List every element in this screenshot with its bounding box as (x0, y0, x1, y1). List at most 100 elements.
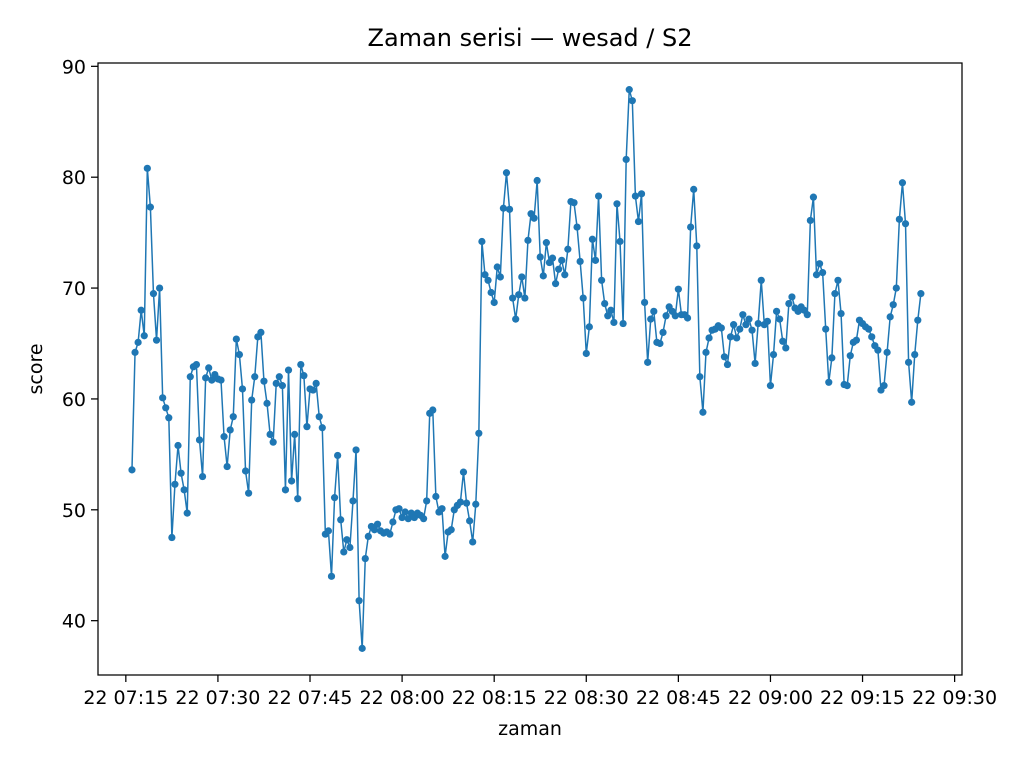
data-point (330, 494, 339, 502)
data-point (585, 323, 593, 331)
data-point (628, 97, 636, 105)
data-point (278, 382, 286, 390)
data-point (324, 527, 333, 535)
x-tick-label: 22 08:45 (636, 687, 721, 709)
data-point (395, 505, 403, 513)
data-point (487, 288, 495, 297)
data-point (315, 413, 323, 421)
data-point (281, 486, 290, 494)
data-point (502, 169, 511, 177)
data-point (208, 376, 216, 384)
data-point (683, 314, 692, 322)
data-point (536, 253, 544, 261)
data-point (499, 204, 507, 212)
data-point (763, 317, 771, 325)
data-point (594, 192, 603, 200)
data-point (472, 500, 480, 508)
data-point (521, 294, 529, 302)
data-point (441, 552, 449, 560)
data-point (889, 301, 897, 309)
x-axis-label: zaman (498, 718, 562, 740)
data-point (275, 373, 283, 381)
data-point (555, 265, 563, 273)
data-point (192, 360, 201, 369)
data-point (782, 344, 790, 352)
data-point (662, 312, 670, 320)
y-tick-label: 70 (62, 278, 86, 300)
data-point (886, 313, 894, 321)
data-point (297, 360, 305, 369)
data-point (146, 203, 154, 211)
data-point (610, 318, 618, 327)
data-point (809, 193, 818, 201)
data-point (637, 190, 646, 198)
y-axis-label: score (25, 343, 47, 394)
data-point (241, 467, 250, 475)
data-point (874, 346, 882, 354)
data-point (251, 373, 259, 381)
data-point (671, 312, 679, 320)
data-point (561, 271, 569, 279)
data-point (269, 438, 277, 446)
data-point (705, 334, 713, 342)
data-point (168, 533, 176, 542)
data-point (165, 414, 173, 422)
data-point (551, 280, 560, 288)
chart-title: Zaman serisi — wesad / S2 (368, 24, 693, 52)
data-point (245, 489, 253, 497)
data-point (198, 472, 207, 481)
data-point (309, 386, 317, 394)
x-tick-label: 22 08:30 (544, 687, 629, 709)
data-point (803, 311, 811, 319)
data-point (751, 359, 759, 368)
data-point (911, 350, 919, 359)
data-point (831, 290, 839, 298)
data-point (745, 315, 753, 323)
data-point (149, 290, 158, 298)
data-point (588, 235, 597, 243)
data-point (696, 373, 704, 381)
data-point (490, 298, 498, 307)
data-point (518, 273, 526, 281)
data-point (312, 379, 320, 388)
data-point (186, 373, 194, 381)
x-tick-label: 22 09:00 (728, 687, 813, 709)
y-tick-label: 40 (62, 611, 86, 633)
data-point (776, 315, 784, 323)
data-point (171, 480, 179, 488)
data-point (674, 285, 682, 293)
data-point (512, 315, 520, 323)
data-point (806, 216, 814, 225)
data-point (327, 572, 336, 580)
data-point (868, 333, 876, 341)
data-point (736, 325, 744, 333)
x-tick-label: 22 07:15 (83, 687, 168, 709)
data-point (232, 335, 240, 343)
data-point (880, 382, 888, 390)
data-point (739, 311, 747, 319)
data-point (723, 360, 732, 369)
data-point (438, 505, 446, 513)
data-point (300, 372, 308, 380)
data-point (389, 518, 397, 526)
data-point (530, 214, 538, 222)
data-point (837, 309, 845, 318)
data-point (815, 260, 824, 268)
data-point (447, 526, 455, 534)
data-point (622, 155, 630, 164)
data-point (478, 237, 486, 246)
data-point (895, 215, 903, 223)
data-point (607, 306, 615, 314)
data-point (647, 315, 655, 323)
data-point (693, 242, 701, 250)
data-point (772, 307, 781, 315)
data-point (287, 477, 296, 485)
data-point (226, 426, 234, 434)
data-point (883, 348, 891, 356)
data-point (235, 350, 244, 359)
data-point (334, 451, 342, 460)
data-point (898, 179, 907, 187)
data-point (496, 273, 504, 281)
data-point (582, 349, 590, 358)
data-point (162, 404, 170, 412)
